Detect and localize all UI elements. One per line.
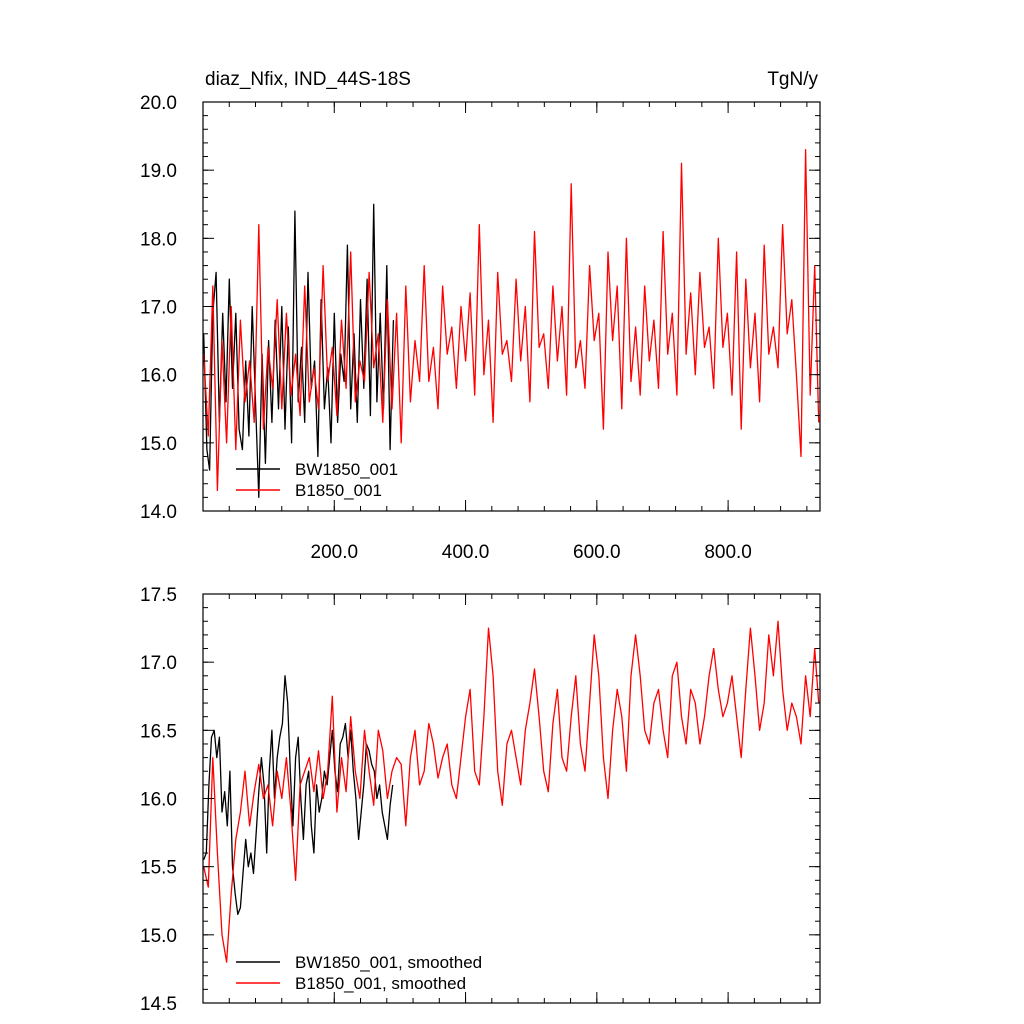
y-tick-label: 16.0 — [140, 366, 177, 387]
bottom-panel: 14.5 15.0 15.5 16.0 16.5 17.0 17.5 BW1850_001, … — [140, 585, 821, 1015]
y-tick-label: 16.5 — [140, 721, 177, 742]
chart-title: diaz_Nfix, IND_44S-18S — [205, 69, 411, 90]
y-tick-label: 15.0 — [140, 926, 177, 947]
x-tick-label: 800.0 — [704, 542, 752, 563]
y-tick-label: 17.5 — [140, 585, 177, 606]
series-line-bw1850 — [203, 203, 395, 499]
y-tick-label: 15.0 — [140, 434, 177, 455]
series-line-b1850 — [203, 620, 820, 963]
x-tick-label: 400.0 — [442, 542, 490, 563]
top-panel: 14.0 15.0 16.0 17.0 18.0 19.0 20.0 200.0 400.0 60… — [140, 69, 821, 563]
legend-label: BW1850_001, smoothed — [295, 953, 482, 972]
y-tick-label: 14.0 — [140, 502, 177, 523]
legend-label: B1850_001 — [295, 481, 382, 500]
y-tick-label: 16.0 — [140, 790, 177, 811]
units-label: TgN/y — [767, 69, 818, 90]
legend-label: B1850_001, smoothed — [295, 974, 466, 993]
y-tick-label: 19.0 — [140, 161, 177, 182]
y-tick-label: 15.5 — [140, 858, 177, 879]
plot-frame — [202, 101, 821, 512]
legend-label: BW1850_001 — [295, 460, 398, 479]
y-tick-label: 18.0 — [140, 229, 177, 250]
plot-frame — [202, 593, 821, 1004]
series-line-bw1850 — [203, 675, 394, 916]
y-tick-label: 14.5 — [140, 994, 177, 1015]
y-tick-label: 17.0 — [140, 298, 177, 319]
y-tick-label: 17.0 — [140, 653, 177, 674]
series-line-b1850 — [203, 149, 820, 492]
y-tick-label: 20.0 — [140, 93, 177, 114]
x-tick-label: 200.0 — [311, 542, 359, 563]
x-tick-label: 600.0 — [573, 542, 621, 563]
